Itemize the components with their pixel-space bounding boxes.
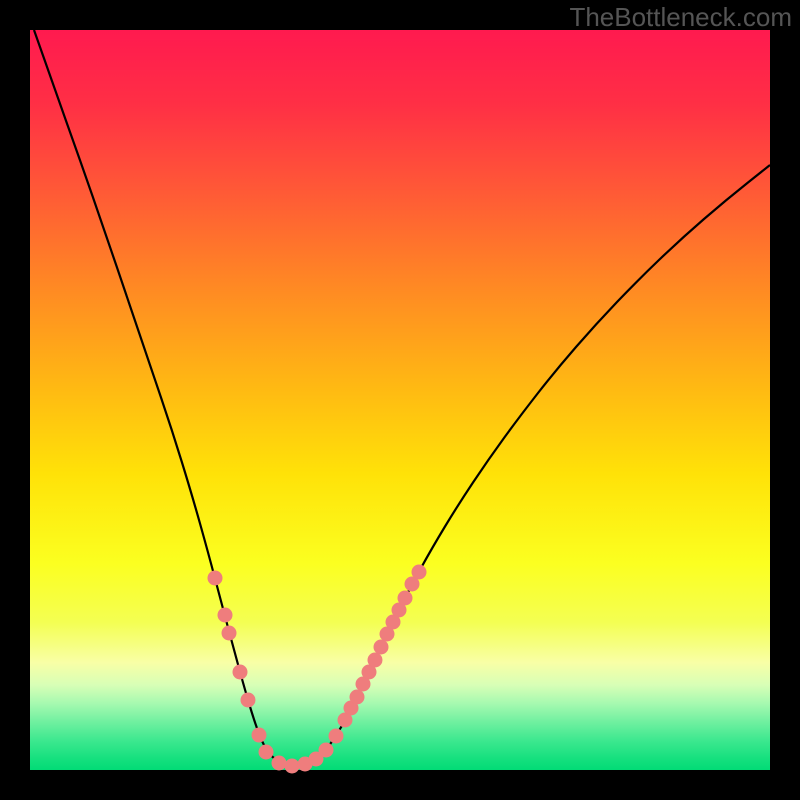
data-dot bbox=[329, 729, 344, 744]
data-dot bbox=[319, 743, 334, 758]
data-dot bbox=[412, 565, 427, 580]
data-dot bbox=[272, 756, 287, 771]
data-dot bbox=[285, 759, 300, 774]
data-dot bbox=[368, 653, 383, 668]
data-dot bbox=[252, 728, 267, 743]
data-dot bbox=[241, 693, 256, 708]
watermark-text: TheBottleneck.com bbox=[569, 2, 792, 33]
chart-svg bbox=[0, 0, 800, 800]
data-dot bbox=[218, 608, 233, 623]
gradient-background bbox=[30, 30, 770, 770]
data-dot bbox=[398, 591, 413, 606]
data-dot bbox=[208, 571, 223, 586]
data-dot bbox=[350, 690, 365, 705]
data-dot bbox=[374, 640, 389, 655]
data-dot bbox=[222, 626, 237, 641]
data-dot bbox=[259, 745, 274, 760]
data-dot bbox=[233, 665, 248, 680]
